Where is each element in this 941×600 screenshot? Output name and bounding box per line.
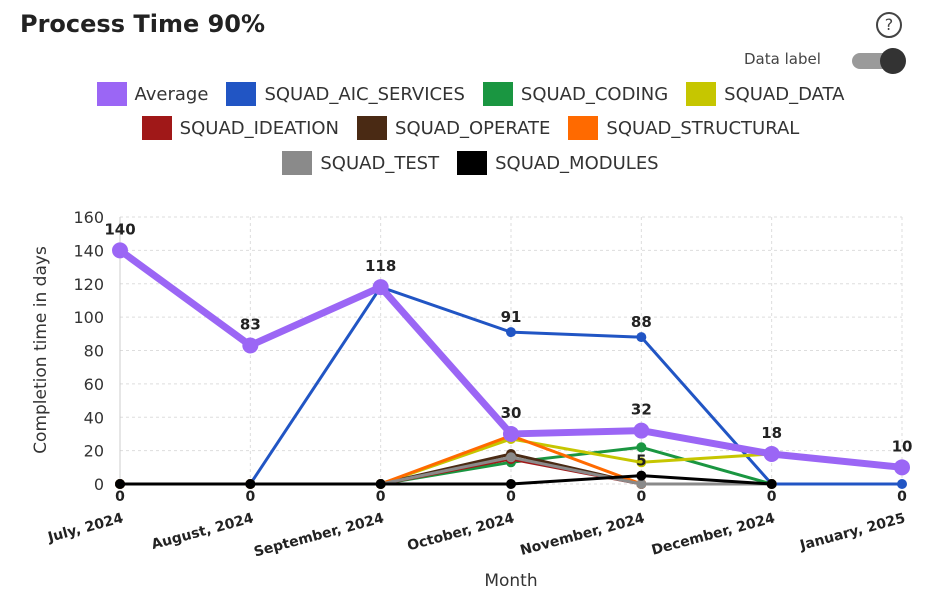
legend-label: SQUAD_CODING [520,83,669,105]
legend-label: SQUAD_DATA [724,83,845,105]
data-point [897,479,907,489]
legend-swatch [457,151,488,175]
chart-title: Process Time 90% [20,10,266,38]
data-point [763,445,780,462]
legend-item[interactable]: SQUAD_OPERATE [357,116,550,140]
data-point [633,422,650,439]
legend-swatch [96,82,127,106]
legend-row: Average SQUAD_AIC_SERVICES SQUAD_CODING SQU… [0,82,941,106]
data-point [506,452,516,463]
y-tick-label: 120 [73,275,104,294]
data-label: 30 [501,404,522,422]
data-point [766,479,777,489]
data-point [115,479,125,489]
data-point [375,479,386,489]
y-tick-label: 100 [73,308,104,327]
data-label: 18 [761,424,782,442]
data-point [112,242,128,259]
legend-row: SQUAD_IDEATION SQUAD_OPERATE SQUAD_STRUCTU… [0,116,941,140]
data-point [894,459,910,476]
y-axis-title: Completion time in days [31,246,51,454]
legend-label: SQUAD_STRUCTURAL [606,117,800,139]
x-tick-label: November, 2024 [519,510,647,559]
series-line-squad_modules [120,474,772,486]
y-tick-label: 160 [73,208,104,227]
legend-swatch [282,151,313,175]
data-label: 83 [240,315,261,333]
data-point [245,479,256,489]
data-point [636,479,647,489]
data-label: 32 [631,401,652,419]
data-label: 0 [115,489,125,505]
data-point [372,279,389,296]
data-point [503,425,519,442]
legend-label: SQUAD_IDEATION [179,117,340,139]
data-label: 0 [636,489,646,505]
y-tick-label: 0 [94,475,104,494]
legend-label: SQUAD_OPERATE [395,117,551,139]
legend-swatch [482,82,513,106]
legend-label: SQUAD_AIC_SERVICES [264,83,465,105]
legend-swatch [141,116,172,140]
data-label: 0 [506,489,516,505]
x-tick-label: January, 2025 [797,510,907,554]
x-tick-label: September, 2024 [252,510,386,560]
legend-item[interactable]: SQUAD_STRUCTURAL [568,116,799,140]
data-point [636,332,647,343]
data-label: 5 [636,452,646,470]
y-tick-label: 140 [73,241,104,260]
legend-swatch [226,82,257,106]
x-tick-label: October, 2024 [406,510,517,554]
data-point [506,327,516,338]
data-label: 0 [376,489,386,505]
y-tick-label: 20 [84,442,104,461]
data-label: 118 [365,257,396,275]
y-tick-label: 60 [84,375,104,394]
legend-swatch [568,116,599,140]
data-label-toggle-label: Data label [744,50,821,68]
data-label-toggle[interactable] [852,48,908,74]
data-label: 0 [767,489,777,505]
legend-item[interactable]: SQUAD_IDEATION [141,116,340,140]
legend-label: SQUAD_MODULES [495,152,659,174]
data-label: 140 [104,220,135,238]
data-point [636,470,647,481]
legend-item[interactable]: SQUAD_TEST [282,151,439,175]
y-tick-label: 40 [84,408,104,427]
x-axis-title: Month [484,571,537,591]
legend-item[interactable]: Average [96,82,209,106]
y-tick-label: 80 [84,342,104,361]
x-tick-label: July, 2024 [45,510,125,546]
data-point [242,337,259,354]
legend-item[interactable]: SQUAD_MODULES [457,151,659,175]
data-label: 10 [892,437,913,455]
question-circle-icon[interactable]: ? [876,12,902,38]
legend-label: Average [134,83,209,105]
x-tick-label: December, 2024 [650,510,777,558]
legend-label: SQUAD_TEST [320,152,440,174]
legend-item[interactable]: SQUAD_CODING [482,82,669,106]
data-label: 0 [245,489,255,505]
data-point [636,442,647,453]
legend-item[interactable]: SQUAD_DATA [686,82,844,106]
x-tick-label: August, 2024 [150,510,256,553]
data-point [636,457,647,468]
data-label: 0 [897,489,907,505]
data-point [506,479,516,489]
data-label: 91 [501,308,522,326]
legend-item[interactable]: SQUAD_AIC_SERVICES [226,82,465,106]
legend-swatch [686,82,717,106]
legend-row: SQUAD_TEST SQUAD_MODULES [0,151,941,175]
data-label: 88 [631,313,652,331]
legend-swatch [357,116,388,140]
